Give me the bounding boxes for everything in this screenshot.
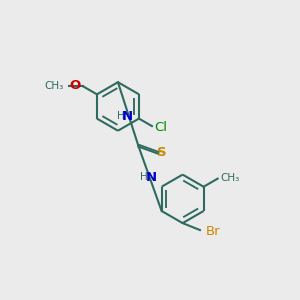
Text: N: N <box>146 171 157 184</box>
Text: Br: Br <box>206 225 220 238</box>
Text: CH₃: CH₃ <box>220 173 239 183</box>
Text: N: N <box>122 110 133 123</box>
Text: Cl: Cl <box>154 121 167 134</box>
Text: O: O <box>69 79 81 92</box>
Text: H: H <box>117 111 125 121</box>
Text: CH₃: CH₃ <box>44 81 63 91</box>
Text: S: S <box>157 146 167 159</box>
Text: H: H <box>140 172 148 182</box>
